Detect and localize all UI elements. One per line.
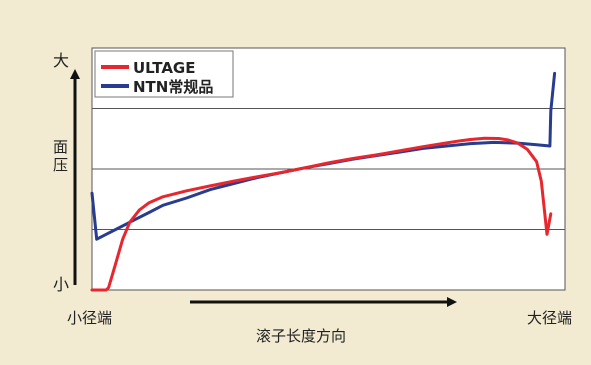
series-layer (90, 71, 557, 292)
y-axis-title-char-1: 面 (53, 138, 68, 156)
legend: ULTAGE NTN常规品 (94, 50, 234, 98)
y-bottom-label: 小 (53, 275, 69, 294)
y-top-label: 大 (53, 51, 69, 70)
x-axis-title: 滚子长度方向 (256, 327, 346, 345)
x-end-label: 大径端 (527, 309, 572, 327)
legend-box (94, 50, 234, 98)
series-line-ultage (90, 136, 553, 292)
y-axis-title-char-2: 压 (53, 156, 68, 174)
gridlines (92, 108, 565, 230)
legend-label-ntn: NTN常规品 (133, 78, 213, 96)
x-start-label: 小径端 (67, 309, 112, 327)
legend-label-ultage: ULTAGE (133, 59, 196, 77)
